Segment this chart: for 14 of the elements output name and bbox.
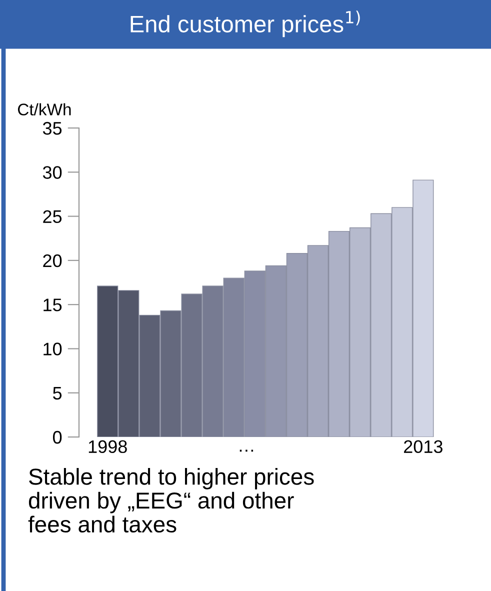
- y-tick-label: 25: [43, 210, 62, 224]
- y-tick-label: 20: [43, 254, 62, 268]
- x-tick-label: 1998: [88, 440, 127, 454]
- chart-title: End customer prices$^{1)}$: [130, 10, 360, 38]
- y-tick-label: 35: [42, 122, 62, 135]
- y-tick-label: 10: [44, 342, 62, 356]
- x-tick-label: 2013: [404, 440, 442, 454]
- y-tick-label: 5: [53, 386, 62, 400]
- y-axis-title: Ct/kWh: [18, 103, 71, 116]
- text: …: [240, 450, 254, 452]
- y-tick-label: 15: [44, 298, 62, 312]
- y-tick-label: 0: [53, 430, 62, 444]
- text: Stable trend to higher prices driven by „EEG“ and other fees and taxes: [28, 468, 314, 533]
- y-tick-label: 30: [42, 166, 62, 179]
